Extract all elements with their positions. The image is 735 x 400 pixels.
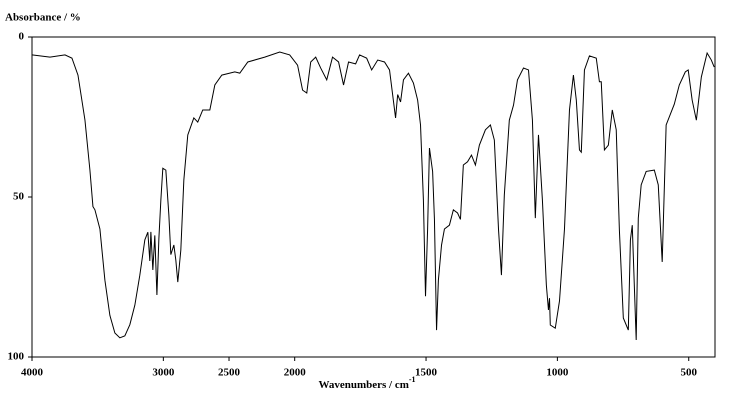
y-tick-label: 0: [19, 31, 25, 43]
x-tick-label: 4000: [21, 367, 44, 379]
x-tick-label: 1000: [546, 367, 569, 379]
x-tick-label: 500: [680, 367, 697, 379]
x-axis-label-main: Wavenumbers / cm: [318, 379, 408, 391]
plot-frame: [31, 36, 716, 358]
x-axis-label-sup: -1: [409, 375, 416, 384]
x-tick-label: 2000: [284, 367, 307, 379]
y-axis-label: Absorbance / %: [5, 12, 81, 24]
x-axis-label: Wavenumbers / cm-1: [318, 375, 415, 391]
x-tick-label: 1500: [415, 367, 438, 379]
y-tick-label: 50: [13, 191, 25, 203]
spectrum-line: [31, 51, 715, 341]
y-tick-label: 100: [8, 351, 25, 363]
x-tick-label: 2500: [218, 367, 241, 379]
x-tick-label: 3000: [152, 367, 175, 379]
